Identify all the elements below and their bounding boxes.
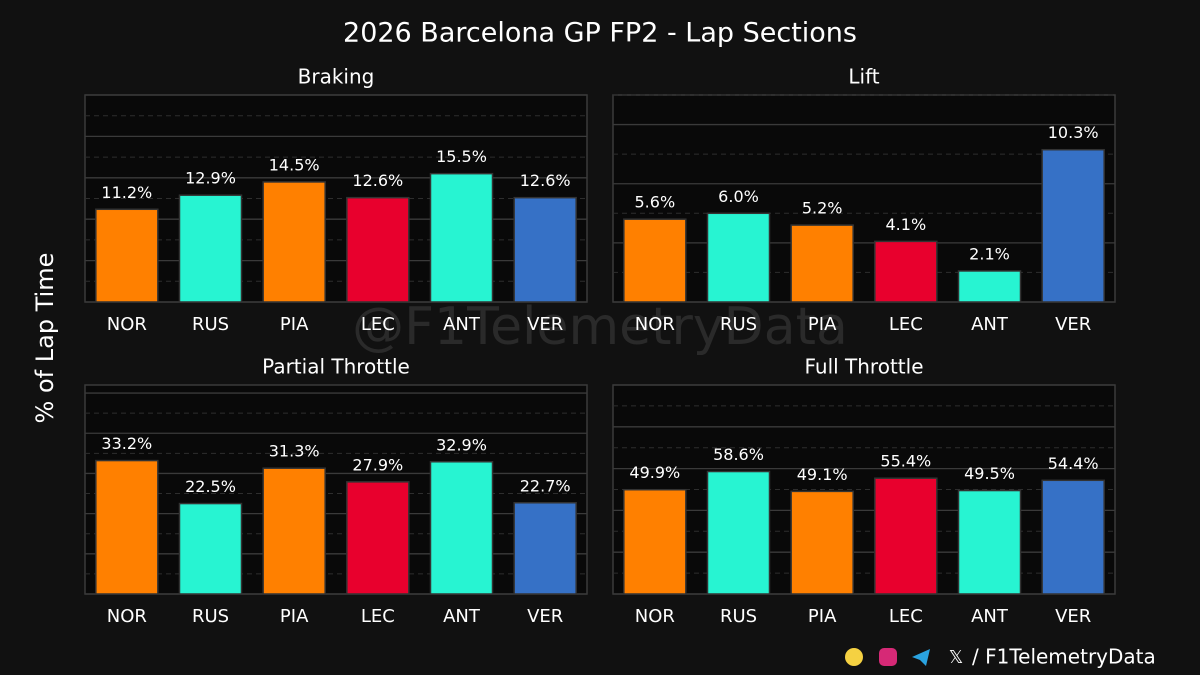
x-tick-label: PIA	[280, 606, 309, 627]
x-tick-label: NOR	[107, 606, 147, 627]
bar	[706, 212, 771, 303]
data-label: 2.1%	[969, 244, 1010, 263]
x-tick-label: VER	[527, 606, 563, 627]
x-tick-label: RUS	[720, 606, 757, 627]
data-label: 11.2%	[101, 183, 152, 202]
x-tick-label: ANT	[443, 606, 481, 627]
bar	[346, 481, 410, 595]
data-label: 49.9%	[629, 463, 680, 482]
svg-text:𝕏: 𝕏	[949, 647, 964, 668]
data-label: 4.1%	[886, 215, 927, 234]
bar	[1041, 479, 1105, 595]
subplot-title: Partial Throttle	[262, 355, 410, 379]
x-tick-label: RUS	[192, 314, 229, 335]
bar	[623, 488, 687, 595]
footer-icons: 𝕏	[845, 647, 963, 668]
data-label: 58.6%	[713, 445, 764, 464]
plot-area	[612, 94, 1116, 303]
x-tick-label: VER	[1055, 606, 1091, 627]
bar	[262, 467, 326, 595]
data-label: 55.4%	[880, 452, 931, 471]
bar	[874, 477, 938, 595]
subplot-title: Full Throttle	[804, 355, 923, 379]
data-label: 6.0%	[718, 187, 759, 206]
plot-area	[84, 384, 588, 595]
watermark: @F1TelemetryData	[352, 297, 848, 357]
x-tick-label: NOR	[635, 314, 675, 335]
x-tick-label: LEC	[889, 606, 923, 627]
bar	[790, 490, 854, 595]
x-tick-label: ANT	[971, 314, 1009, 335]
x-tick-label: PIA	[808, 606, 837, 627]
x-tick-label: VER	[527, 314, 563, 335]
bar	[95, 459, 159, 595]
data-label: 5.6%	[635, 193, 676, 212]
data-label: 49.5%	[964, 464, 1015, 483]
data-label: 5.2%	[802, 199, 843, 218]
data-label: 49.1%	[797, 465, 848, 484]
x-tick-label: PIA	[808, 314, 837, 335]
bar	[957, 270, 1022, 303]
bar	[874, 240, 938, 303]
bar	[790, 224, 854, 303]
data-label: 12.6%	[352, 171, 403, 190]
bar	[429, 461, 494, 595]
data-label: 31.3%	[269, 442, 320, 461]
x-tick-label: LEC	[361, 314, 395, 335]
x-tick-label: RUS	[192, 606, 229, 627]
bar	[623, 218, 687, 303]
bar	[95, 208, 159, 303]
data-label: 33.2%	[101, 434, 152, 453]
data-label: 12.6%	[520, 171, 571, 190]
bar	[178, 502, 243, 595]
x-tick-label: LEC	[361, 606, 395, 627]
bar	[706, 470, 771, 595]
x-tick-label: PIA	[280, 314, 309, 335]
bar	[346, 196, 410, 303]
data-label: 22.7%	[520, 476, 571, 495]
data-label: 12.9%	[185, 169, 236, 188]
x-tick-label: ANT	[443, 314, 481, 335]
bar	[513, 502, 577, 595]
subplot-title: Lift	[848, 65, 879, 89]
x-tick-label: NOR	[635, 606, 675, 627]
footer-handle: / F1TelemetryData	[972, 645, 1156, 669]
x-tick-label: NOR	[107, 314, 147, 335]
y-axis-label: % of Lap Time	[31, 253, 59, 424]
x-tick-label: VER	[1055, 314, 1091, 335]
x-tick-label: RUS	[720, 314, 757, 335]
bar	[1041, 148, 1105, 303]
bar	[429, 172, 494, 303]
bar	[957, 489, 1022, 595]
data-label: 14.5%	[269, 155, 320, 174]
data-label: 54.4%	[1048, 454, 1099, 473]
data-label: 32.9%	[436, 435, 487, 454]
x-tick-label: ANT	[971, 606, 1009, 627]
data-label: 27.9%	[352, 455, 403, 474]
data-label: 15.5%	[436, 147, 487, 166]
bar	[262, 181, 326, 303]
subplot-title: Braking	[298, 65, 375, 89]
x-tick-label: LEC	[889, 314, 923, 335]
data-label: 22.5%	[185, 477, 236, 496]
bar	[513, 196, 577, 303]
figure-title: 2026 Barcelona GP FP2 - Lap Sections	[343, 18, 857, 49]
bar	[178, 194, 243, 303]
data-label: 10.3%	[1048, 123, 1099, 142]
